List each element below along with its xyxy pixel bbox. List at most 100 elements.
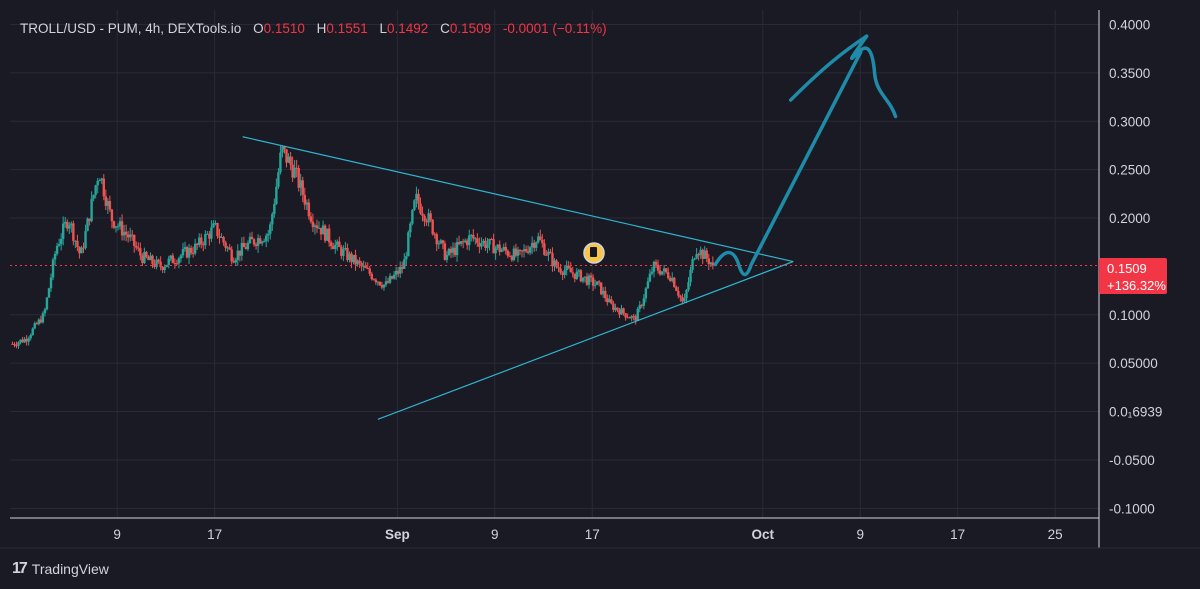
candle-up: [55, 245, 59, 254]
candle-down: [417, 193, 420, 204]
y-axis-tick-label: 0.3500: [1109, 66, 1150, 81]
y-axis-tick-label: 0.4000: [1109, 18, 1150, 33]
candle-down: [185, 247, 189, 258]
candle-up: [630, 316, 633, 319]
candle-down: [429, 213, 432, 220]
candle-down: [108, 200, 112, 210]
candle-up: [204, 234, 207, 246]
candle-up: [92, 194, 95, 199]
candle-up: [528, 247, 532, 253]
y-axis-tick-label: -0.1000: [1109, 501, 1155, 516]
candle-up: [474, 238, 477, 240]
candle-down: [555, 260, 558, 268]
candle-down: [319, 227, 323, 235]
candle-down: [610, 299, 613, 304]
symbol-title[interactable]: TROLL/USD - PUM, 4h, DEXTools.io: [20, 21, 242, 36]
candle-down: [224, 242, 227, 248]
candle-up: [59, 238, 63, 245]
candle-down: [329, 242, 333, 247]
candle-down: [681, 297, 684, 302]
candle-up: [321, 225, 325, 235]
candle-up: [535, 242, 538, 248]
candle-down: [541, 239, 544, 244]
candle-up: [122, 231, 126, 236]
candle-down: [307, 202, 311, 217]
high-value: 0.1551: [326, 21, 368, 36]
x-axis-tick-label: 9: [856, 527, 864, 542]
candle-up: [206, 233, 209, 235]
candle-up: [583, 276, 587, 278]
candle-down: [315, 225, 319, 228]
candle-up: [325, 228, 329, 241]
candle-down: [195, 243, 199, 246]
candle-up: [553, 260, 556, 267]
candle-down: [153, 263, 156, 267]
candle-up: [650, 271, 654, 274]
candle-down: [433, 234, 436, 236]
candle-down: [401, 266, 404, 269]
candle-up: [394, 270, 398, 275]
candle-down: [618, 310, 621, 315]
candle-down: [161, 267, 164, 271]
candle-down: [567, 265, 570, 268]
candle-up: [336, 241, 339, 245]
candle-down: [368, 268, 371, 274]
candle-up: [563, 270, 566, 275]
candle-up: [480, 243, 483, 247]
candle-up: [41, 313, 45, 323]
tradingview-logo[interactable]: 17 TradingView: [12, 560, 109, 578]
candle-up: [537, 236, 540, 243]
candle-down: [624, 313, 627, 318]
candle-down: [21, 339, 24, 343]
candle-up: [193, 243, 197, 254]
candle-up: [269, 224, 272, 234]
candle-down: [386, 281, 390, 283]
candle-up: [45, 297, 49, 310]
y-axis-tick-label: 0.3000: [1109, 114, 1150, 129]
projection-arrow-shaft: [713, 50, 863, 277]
x-axis-tick-label: Sep: [385, 527, 410, 542]
candle-down: [309, 216, 313, 222]
candle-up: [226, 247, 229, 249]
candle-up: [502, 247, 505, 250]
candle-down: [311, 221, 315, 228]
candle-up: [214, 223, 217, 225]
candle-down: [679, 295, 682, 298]
close-value: 0.1509: [449, 21, 492, 36]
candle-up: [660, 271, 664, 275]
candle-down: [628, 317, 631, 319]
candle-up: [530, 242, 534, 248]
candle-down: [354, 254, 357, 265]
candle-down: [539, 236, 542, 240]
candle-up: [595, 281, 599, 285]
candle-down: [589, 275, 593, 278]
y-axis-tick-label: 0.2000: [1109, 211, 1150, 226]
candle-down: [435, 234, 438, 245]
candle-up: [695, 254, 698, 259]
candle-up: [27, 338, 30, 342]
candle-up: [646, 281, 650, 289]
candle-up: [210, 227, 213, 239]
candle-down: [301, 180, 304, 195]
candle-down: [677, 290, 680, 296]
candle-down: [599, 282, 603, 295]
candle-down: [346, 247, 349, 261]
candle-down: [358, 260, 361, 263]
candle-down: [141, 255, 144, 263]
candle-down: [707, 258, 710, 265]
candle-down: [191, 252, 195, 254]
candle-up: [614, 307, 617, 310]
candle-up: [382, 284, 386, 288]
candle-down: [291, 164, 294, 178]
change-value: -0.0001 (−0.11%): [502, 21, 607, 36]
candle-up: [699, 249, 702, 256]
candle-down: [571, 272, 574, 274]
candle-up: [642, 298, 646, 306]
candle-down: [88, 218, 91, 222]
candle-down: [557, 267, 560, 269]
candle-up: [376, 281, 380, 283]
candle-down: [283, 146, 286, 150]
candle-down: [338, 241, 341, 248]
